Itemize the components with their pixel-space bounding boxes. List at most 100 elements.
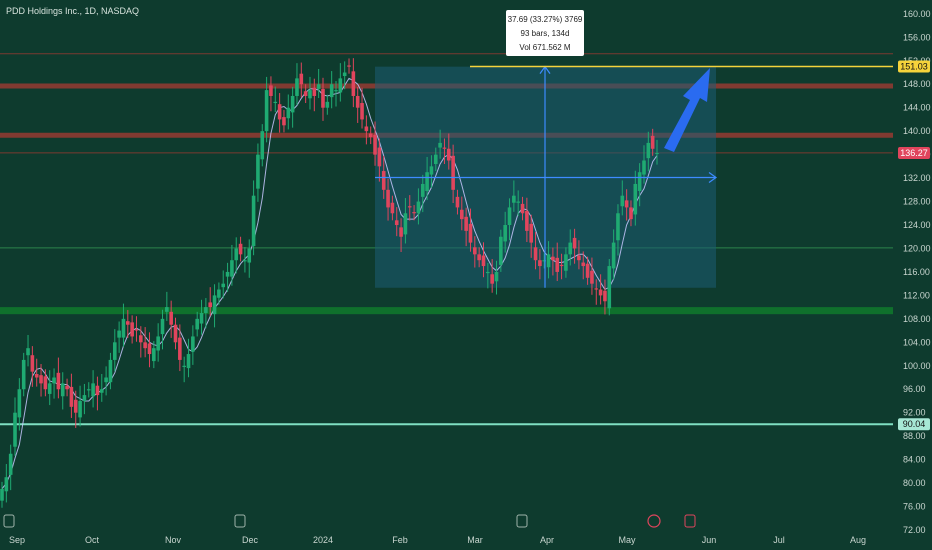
candle-body-132 (572, 237, 577, 249)
candle-body-35 (152, 348, 156, 362)
candle-body-11 (47, 383, 52, 394)
x-tick-label-3: Dec (242, 535, 259, 545)
candle-body-119 (516, 201, 520, 203)
candle-body-66 (286, 107, 291, 119)
candle-body-125 (542, 260, 547, 262)
candle-body-23 (99, 389, 104, 393)
candle-body-46 (199, 312, 204, 324)
x-tick-label-11: Aug (850, 535, 866, 545)
candle-body-2 (8, 453, 13, 475)
candle-body-9 (39, 375, 43, 384)
candle-body-1 (4, 477, 9, 492)
candle-body-146 (633, 183, 638, 215)
candle-body-29 (125, 321, 130, 325)
candle-body-121 (525, 210, 529, 231)
x-tick-label-5: Feb (392, 535, 408, 545)
candle-body-113 (490, 274, 494, 284)
candle-body-45 (195, 318, 199, 330)
candle-body-32 (139, 335, 143, 343)
candle-body-49 (212, 295, 217, 315)
candle-body-111 (481, 255, 486, 267)
earnings-icon[interactable] (684, 514, 696, 528)
candle-body-112 (486, 271, 490, 274)
candle-body-77 (334, 90, 338, 92)
candle-body-94 (407, 206, 412, 208)
candle-body-90 (390, 202, 395, 214)
candle-body-53 (230, 260, 234, 277)
candle-body-51 (221, 283, 226, 288)
dividend-icon[interactable] (647, 514, 661, 528)
projection-arrow (664, 68, 710, 152)
candle-body-131 (568, 242, 573, 255)
candle-body-4 (17, 389, 22, 418)
candle-body-92 (399, 227, 403, 237)
y-tick-label-10: 112.00 (903, 290, 930, 300)
candle-body-149 (646, 142, 651, 159)
candle-body-20 (86, 389, 91, 391)
candle-body-43 (186, 354, 191, 369)
measure-tooltip-line-1: 93 bars, 134d (521, 29, 570, 38)
y-tick-label-2: 80.00 (903, 478, 926, 488)
y-tick-label-18: 144.00 (903, 103, 931, 113)
price-label-bg-0 (898, 60, 930, 73)
measure-tooltip (506, 10, 584, 56)
candle-body-144 (624, 200, 629, 208)
candle-body-27 (117, 330, 121, 338)
candle-body-127 (551, 256, 555, 261)
candle-body-15 (65, 385, 69, 390)
candle-body-109 (473, 247, 477, 255)
candle-body-107 (464, 216, 468, 231)
candle-body-61 (264, 90, 269, 132)
candle-body-95 (412, 212, 416, 214)
candle-body-76 (329, 84, 334, 98)
candle-body-57 (247, 248, 252, 263)
x-tick-label-0: Sep (9, 535, 25, 545)
candle-body-36 (156, 336, 160, 351)
candle-body-150 (650, 135, 655, 149)
candle-body-93 (403, 213, 408, 235)
candle-body-28 (121, 318, 126, 338)
candle-body-105 (455, 196, 460, 208)
candle-body-134 (581, 262, 586, 267)
candle-body-145 (629, 207, 633, 220)
candle-body-101 (438, 142, 442, 148)
x-tick-label-10: Jul (773, 535, 785, 545)
price-label-2: 90.04 (903, 419, 926, 429)
earnings-icon[interactable] (234, 514, 246, 528)
candle-body-78 (338, 78, 343, 93)
candle-body-68 (295, 78, 299, 96)
candle-body-126 (546, 254, 551, 268)
candle-body-10 (43, 376, 48, 390)
candle-body-115 (499, 236, 503, 265)
earnings-icon[interactable] (516, 514, 528, 528)
candle-body-71 (308, 90, 312, 99)
candle-body-114 (494, 271, 499, 282)
candle-body-21 (91, 383, 95, 397)
candle-body-83 (360, 103, 364, 120)
candle-body-151 (655, 153, 659, 155)
candle-body-100 (433, 154, 438, 165)
candle-body-88 (381, 171, 386, 190)
candle-body-96 (416, 201, 421, 214)
y-tick-label-21: 156.00 (903, 32, 931, 42)
candle-body-33 (143, 342, 147, 349)
candle-body-128 (555, 257, 560, 272)
candle-body-106 (460, 209, 464, 220)
price-label-bg-2 (898, 418, 930, 431)
candle-body-56 (243, 260, 247, 262)
candle-body-24 (104, 377, 108, 383)
earnings-icon[interactable] (3, 514, 15, 528)
x-tick-label-7: Apr (540, 535, 554, 545)
candle-body-135 (585, 263, 590, 278)
candle-body-31 (134, 329, 139, 331)
measure-tooltip-line-0: 37.69 (33.27%) 3769 (508, 15, 583, 24)
candle-body-97 (420, 183, 425, 197)
candle-body-79 (342, 72, 347, 77)
candle-body-122 (529, 223, 534, 243)
candle-body-44 (191, 336, 195, 352)
candle-body-116 (503, 225, 507, 242)
candle-body-103 (446, 148, 451, 161)
candle-body-37 (160, 318, 165, 335)
candle-body-18 (78, 400, 82, 418)
candle-body-75 (325, 101, 330, 108)
